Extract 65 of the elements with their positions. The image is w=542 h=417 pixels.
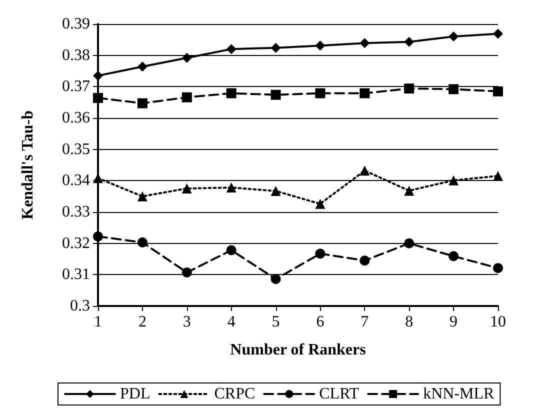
point bbox=[270, 186, 281, 196]
point bbox=[182, 52, 192, 63]
y-tick-label: 0.3 bbox=[70, 298, 90, 314]
point bbox=[315, 198, 326, 209]
point bbox=[360, 256, 370, 266]
x-tick-label: 5 bbox=[272, 314, 280, 330]
point bbox=[404, 36, 414, 47]
point bbox=[93, 231, 103, 242]
point bbox=[404, 84, 414, 94]
point bbox=[315, 248, 326, 259]
point bbox=[93, 70, 103, 81]
point bbox=[270, 42, 281, 53]
y-axis-title: Kendall's Tau-b bbox=[20, 110, 36, 220]
point bbox=[226, 88, 236, 98]
point bbox=[315, 40, 326, 51]
x-tick-label: 9 bbox=[450, 314, 458, 330]
x-axis-title: Number of Rankers bbox=[230, 342, 366, 358]
x-tick-label: 6 bbox=[316, 314, 324, 330]
x-tick-label: 4 bbox=[227, 314, 236, 330]
legend-label: CRPC bbox=[214, 386, 256, 402]
point bbox=[493, 263, 503, 274]
point bbox=[137, 191, 148, 202]
legend-label: kNN-MLR bbox=[423, 386, 495, 402]
point bbox=[182, 184, 192, 194]
point bbox=[137, 98, 148, 108]
point bbox=[270, 90, 281, 100]
x-tick-label: 10 bbox=[490, 314, 506, 330]
y-tick-label: 0.38 bbox=[62, 46, 90, 64]
point bbox=[404, 238, 414, 248]
point bbox=[448, 32, 459, 42]
point bbox=[493, 28, 503, 39]
point bbox=[448, 251, 459, 262]
legend-label: PDL bbox=[120, 386, 150, 402]
point bbox=[448, 175, 459, 186]
x-tick-label: 3 bbox=[182, 314, 191, 330]
legend-label: CLRT bbox=[319, 386, 360, 402]
y-tick-label: 0.37 bbox=[62, 78, 90, 96]
x-tick-label: 2 bbox=[138, 314, 146, 330]
y-tick-label: 0.39 bbox=[62, 16, 90, 32]
point bbox=[448, 84, 459, 94]
point bbox=[360, 166, 370, 176]
point bbox=[270, 274, 281, 284]
point bbox=[137, 237, 148, 248]
y-tick-label: 0.34 bbox=[62, 172, 90, 190]
point bbox=[493, 86, 503, 96]
point bbox=[493, 170, 503, 181]
point bbox=[226, 245, 236, 256]
point bbox=[315, 88, 326, 98]
y-tick-label: 0.32 bbox=[62, 234, 90, 252]
y-tick-label: 0.36 bbox=[62, 110, 90, 126]
point bbox=[226, 182, 236, 193]
x-tick-label: 1 bbox=[94, 314, 102, 330]
point bbox=[137, 62, 148, 72]
y-tick-label: 0.35 bbox=[62, 140, 90, 158]
point bbox=[360, 38, 370, 48]
point bbox=[226, 44, 236, 54]
x-tick-label: 7 bbox=[360, 314, 369, 330]
y-tick-label: 0.31 bbox=[62, 266, 90, 284]
point bbox=[182, 267, 192, 278]
point bbox=[360, 88, 370, 98]
point bbox=[182, 92, 192, 102]
point bbox=[93, 92, 103, 103]
y-tick-label: 0.33 bbox=[62, 204, 90, 220]
x-tick-label: 8 bbox=[405, 314, 414, 330]
point bbox=[404, 186, 414, 196]
